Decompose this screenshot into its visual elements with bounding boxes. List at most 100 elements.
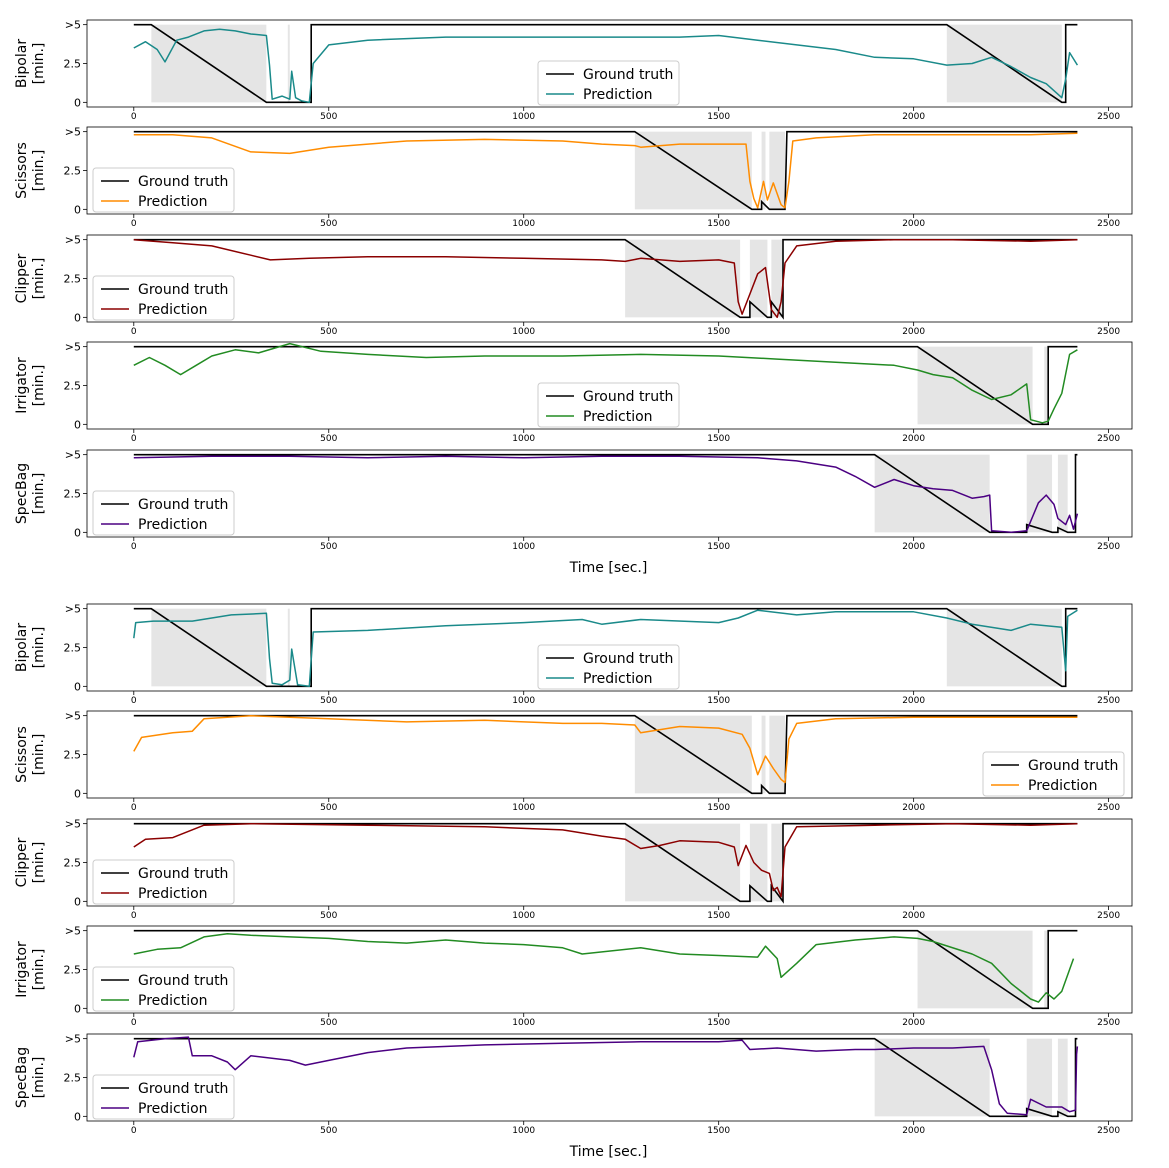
legend: Ground truth Prediction bbox=[92, 167, 235, 213]
y-tick-label: >5 bbox=[65, 818, 81, 831]
y-axis-label: Clipper[min.] bbox=[14, 837, 47, 887]
x-tick-label: 2000 bbox=[902, 696, 925, 706]
subplot-bottom-scissors: >5 2.5 0 0 500 1000 1500 2000 2500 Scissors[min.]… bbox=[14, 710, 1133, 813]
prediction-line bbox=[133, 455, 1079, 534]
x-tick-label: 500 bbox=[320, 434, 337, 444]
x-tick-label: 0 bbox=[131, 434, 137, 444]
prediction-line bbox=[133, 714, 1078, 784]
legend-prediction-label: Prediction bbox=[138, 302, 208, 318]
legend-prediction-label: Prediction bbox=[138, 1101, 208, 1117]
legend-prediction-label: Prediction bbox=[138, 517, 208, 533]
x-tick-label: 1500 bbox=[707, 803, 730, 813]
y-axis-label: Scissors[min.] bbox=[14, 142, 47, 199]
legend-ground-truth-label: Ground truth bbox=[138, 1081, 228, 1097]
y-tick-label: 2.5 bbox=[64, 165, 82, 178]
plot-frame bbox=[86, 234, 1133, 323]
y-tick-label: >5 bbox=[65, 449, 81, 462]
x-tick-label: 2000 bbox=[902, 803, 925, 813]
prediction-line bbox=[133, 822, 1078, 898]
subplot-top-specbag: >5 2.5 0 0 500 1000 1500 2000 2500 SpecBag[min.] G… bbox=[14, 449, 1133, 552]
x-tick-label: 1000 bbox=[512, 327, 535, 337]
x-tick-label: 0 bbox=[131, 803, 137, 813]
y-tick-label: 2.5 bbox=[64, 1072, 82, 1085]
shaded-region bbox=[1044, 930, 1049, 1009]
prediction-line bbox=[133, 1036, 1079, 1116]
y-tick-label: 2.5 bbox=[64, 642, 82, 655]
shaded-region bbox=[749, 823, 768, 902]
y-tick-label: 0 bbox=[74, 418, 81, 431]
x-tick-label: 1000 bbox=[512, 803, 535, 813]
legend-prediction-label: Prediction bbox=[138, 993, 208, 1009]
y-axis-label: Scissors[min.] bbox=[14, 726, 47, 783]
plot-frame bbox=[86, 126, 1133, 215]
x-tick-label: 2000 bbox=[902, 112, 925, 122]
y-tick-label: 0 bbox=[74, 680, 81, 693]
y-tick-label: 0 bbox=[74, 96, 81, 109]
y-tick-label: 2.5 bbox=[64, 380, 82, 393]
y-tick-label: 2.5 bbox=[64, 857, 82, 870]
x-tick-label: 2000 bbox=[902, 219, 925, 229]
legend-ground-truth-label: Ground truth bbox=[1028, 758, 1118, 774]
y-axis-label: SpecBag[min.] bbox=[14, 463, 47, 524]
legend-prediction-label: Prediction bbox=[583, 87, 653, 103]
prediction-line bbox=[133, 933, 1075, 1003]
legend-ground-truth-label: Ground truth bbox=[138, 866, 228, 882]
y-tick-label: 0 bbox=[74, 787, 81, 800]
x-tick-label: 1500 bbox=[707, 327, 730, 337]
ground-truth-line bbox=[133, 238, 1078, 320]
x-tick-label: 1000 bbox=[512, 112, 535, 122]
x-tick-label: 500 bbox=[320, 696, 337, 706]
shaded-region bbox=[771, 823, 784, 902]
x-tick-label: 2500 bbox=[1097, 434, 1120, 444]
x-tick-label: 2000 bbox=[902, 327, 925, 337]
y-tick-label: 0 bbox=[74, 895, 81, 908]
y-tick-label: 2.5 bbox=[64, 273, 82, 286]
x-tick-label: 1000 bbox=[512, 542, 535, 552]
subplot-bottom-specbag: >5 2.5 0 0 500 1000 1500 2000 2500 SpecBag[min.] G… bbox=[14, 1033, 1133, 1136]
x-tick-label: 500 bbox=[320, 1018, 337, 1028]
legend-prediction-label: Prediction bbox=[583, 671, 653, 687]
legend: Ground truth Prediction bbox=[537, 382, 680, 428]
x-tick-label: 500 bbox=[320, 911, 337, 921]
x-tick-label: 2000 bbox=[902, 911, 925, 921]
x-tick-label: 1500 bbox=[707, 911, 730, 921]
x-tick-label: 0 bbox=[131, 1018, 137, 1028]
x-tick-label: 500 bbox=[320, 803, 337, 813]
x-tick-label: 2500 bbox=[1097, 696, 1120, 706]
x-axis-label: Time [sec.] bbox=[569, 1144, 648, 1160]
ground-truth-line bbox=[133, 929, 1078, 1010]
x-tick-label: 1000 bbox=[512, 219, 535, 229]
shaded-region bbox=[287, 24, 290, 103]
subplot-top-scissors: >5 2.5 0 0 500 1000 1500 2000 2500 Scissors[min.]… bbox=[14, 126, 1133, 229]
x-tick-label: 2500 bbox=[1097, 1018, 1120, 1028]
x-tick-label: 2500 bbox=[1097, 542, 1120, 552]
ground-truth-line bbox=[133, 130, 1078, 211]
shaded-region bbox=[769, 715, 785, 794]
prediction-line bbox=[133, 132, 1078, 209]
ground-truth-line bbox=[133, 23, 1078, 104]
y-axis-label: Bipolar[min.] bbox=[14, 39, 47, 88]
x-tick-label: 500 bbox=[320, 327, 337, 337]
x-tick-label: 2000 bbox=[902, 1018, 925, 1028]
y-tick-label: 0 bbox=[74, 203, 81, 216]
legend-prediction-label: Prediction bbox=[583, 409, 653, 425]
x-tick-label: 1000 bbox=[512, 911, 535, 921]
y-tick-label: 2.5 bbox=[64, 58, 82, 71]
subplot-bottom-bipolar: >5 2.5 0 0 500 1000 1500 2000 2500 Bipolar[min.] G… bbox=[14, 603, 1133, 706]
ground-truth-line bbox=[133, 714, 1078, 795]
x-tick-label: 1500 bbox=[707, 1126, 730, 1136]
x-tick-label: 1000 bbox=[512, 1018, 535, 1028]
legend-ground-truth-label: Ground truth bbox=[583, 651, 673, 667]
x-tick-label: 1000 bbox=[512, 434, 535, 444]
legend-prediction-label: Prediction bbox=[138, 194, 208, 210]
x-tick-label: 2500 bbox=[1097, 911, 1120, 921]
shaded-region bbox=[749, 239, 768, 318]
x-tick-label: 2000 bbox=[902, 434, 925, 444]
x-tick-label: 2500 bbox=[1097, 803, 1120, 813]
y-axis-label: Irrigator[min.] bbox=[14, 941, 47, 998]
x-tick-label: 0 bbox=[131, 327, 137, 337]
x-tick-label: 1500 bbox=[707, 696, 730, 706]
y-axis-label: Irrigator[min.] bbox=[14, 357, 47, 414]
legend: Ground truth Prediction bbox=[92, 1074, 235, 1120]
subplot-top-clipper: >5 2.5 0 0 500 1000 1500 2000 2500 Clipper[min.] G… bbox=[14, 234, 1133, 337]
